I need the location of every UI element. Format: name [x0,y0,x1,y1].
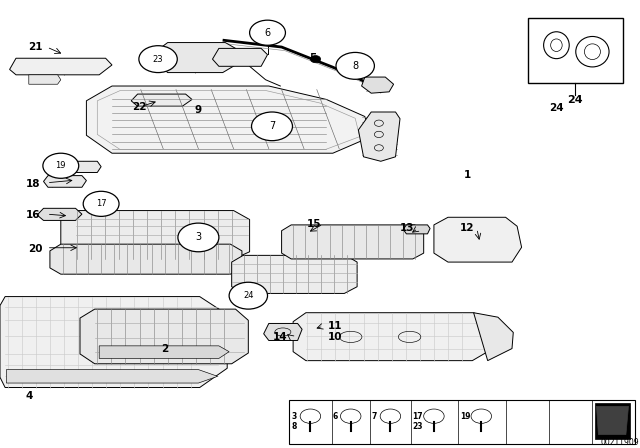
Text: 00211909: 00211909 [600,438,639,447]
Text: 14: 14 [273,332,287,342]
Circle shape [310,56,321,63]
Polygon shape [10,58,112,75]
Polygon shape [50,244,242,274]
Bar [289,400,635,444]
Text: 19: 19 [460,412,470,421]
Polygon shape [29,75,61,84]
Text: 23: 23 [413,422,423,431]
Text: 17: 17 [96,199,106,208]
Text: 17: 17 [413,412,423,421]
Polygon shape [0,297,227,388]
Polygon shape [80,309,248,364]
Text: 8: 8 [292,422,297,431]
Text: 4: 4 [25,392,33,401]
Circle shape [252,112,292,141]
Text: 3: 3 [292,412,297,421]
Text: 20: 20 [28,244,42,254]
Polygon shape [264,323,302,340]
Text: 12: 12 [460,224,474,233]
Polygon shape [596,406,628,435]
Text: 1: 1 [463,170,471,180]
Circle shape [336,52,374,79]
Polygon shape [434,217,522,262]
Text: 23: 23 [153,55,163,64]
Text: 7: 7 [269,121,275,131]
Text: 19: 19 [56,161,66,170]
Circle shape [139,46,177,73]
Text: 24: 24 [550,103,564,112]
Polygon shape [61,211,250,259]
Polygon shape [159,43,236,73]
Polygon shape [293,313,488,361]
Polygon shape [37,208,82,220]
Text: 21: 21 [28,42,42,52]
Polygon shape [474,313,513,361]
Polygon shape [99,346,229,358]
Circle shape [178,223,219,252]
Polygon shape [232,255,357,293]
Bar [595,403,630,439]
Text: 8: 8 [352,61,358,71]
Polygon shape [282,225,424,259]
Text: 5: 5 [308,53,316,63]
Polygon shape [358,112,400,161]
Text: 3: 3 [195,233,202,242]
Polygon shape [65,161,101,172]
Text: 24: 24 [243,291,253,300]
Polygon shape [86,86,371,153]
Circle shape [229,282,268,309]
Text: 2: 2 [161,345,168,354]
Text: 22: 22 [132,102,147,112]
Text: 9: 9 [195,105,202,115]
Text: 7: 7 [372,412,377,421]
Bar [528,18,623,83]
Text: 6: 6 [264,28,271,38]
Text: 24: 24 [568,95,583,105]
Text: 18: 18 [26,179,40,189]
Text: 6: 6 [332,412,337,421]
Text: 13: 13 [400,224,414,233]
Circle shape [43,153,79,178]
Circle shape [250,20,285,45]
Polygon shape [212,48,268,66]
Circle shape [83,191,119,216]
Polygon shape [6,370,218,383]
Circle shape [255,22,283,42]
Text: 16: 16 [26,210,40,220]
Text: 15: 15 [307,219,321,229]
Polygon shape [44,176,86,187]
Text: 10: 10 [328,332,342,342]
Polygon shape [403,225,430,234]
Text: 11: 11 [328,321,342,331]
Polygon shape [131,94,192,106]
Polygon shape [362,77,394,93]
